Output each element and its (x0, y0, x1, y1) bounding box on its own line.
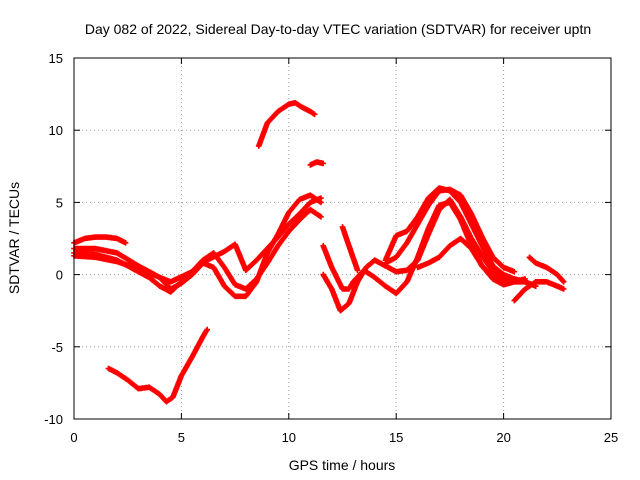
x-tick-label: 25 (604, 430, 618, 445)
series-arc-15 (511, 279, 567, 304)
series-marker-path (320, 257, 378, 314)
x-axis-label: GPS time / hours (289, 457, 396, 473)
axis-ticks: 0 5 10 15 20 25 -10 -5 0 5 10 15 (44, 51, 618, 445)
y-tick-label: -5 (51, 340, 63, 355)
x-tick-label: 15 (389, 430, 403, 445)
series-arc-5 (105, 326, 210, 405)
series-arc-7 (307, 159, 326, 168)
series-arc-1 (71, 234, 129, 246)
y-tick-label: 5 (56, 195, 63, 210)
series-marker-path (71, 234, 129, 246)
series-marker-path (526, 254, 567, 285)
series-marker-path (511, 279, 567, 304)
series-marker-path (339, 224, 361, 274)
grid-lines (74, 58, 611, 419)
data-markers (71, 100, 567, 405)
series-marker-path (307, 159, 326, 168)
y-tick-label: -10 (44, 412, 63, 427)
x-tick-label: 20 (496, 430, 510, 445)
y-tick-label: 0 (56, 268, 63, 283)
x-tick-label: 5 (178, 430, 185, 445)
series-arc-13 (382, 186, 518, 275)
plot-frame (73, 57, 612, 420)
series-marker-path (414, 235, 528, 285)
series-marker-path (105, 326, 210, 405)
y-tick-label: 10 (49, 123, 63, 138)
series-marker-path (71, 192, 324, 300)
y-tick-label: 15 (49, 51, 63, 66)
series-marker-path (255, 100, 318, 149)
series-arc-3 (71, 192, 324, 300)
series-arc-6 (255, 100, 318, 149)
x-tick-label: 0 (70, 430, 77, 445)
x-tick-label: 10 (282, 430, 296, 445)
series-arc-9 (320, 257, 378, 314)
series-arc-10 (339, 224, 361, 274)
series-marker-path (382, 186, 518, 275)
chart-title: Day 082 of 2022, Sidereal Day-to-day VTE… (85, 21, 591, 37)
series-arc-14 (414, 235, 528, 285)
y-axis-label: SDTVAR / TECUs (6, 182, 22, 294)
series-arc-16 (526, 254, 567, 285)
